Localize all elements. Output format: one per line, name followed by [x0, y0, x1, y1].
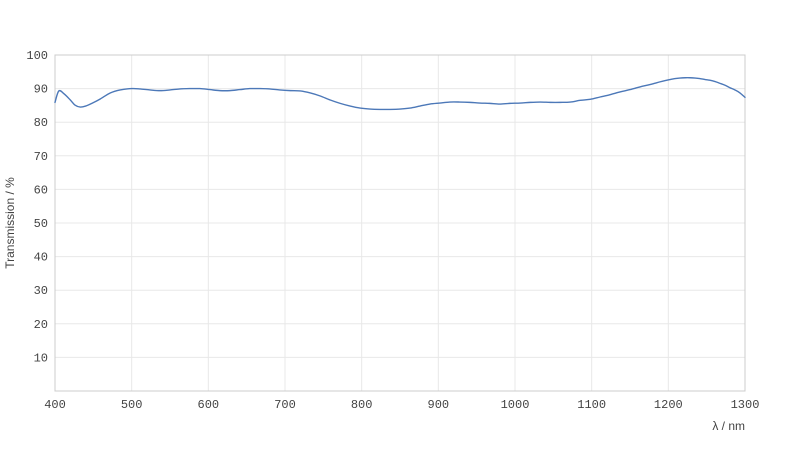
svg-text:10: 10	[34, 351, 48, 365]
svg-text:60: 60	[34, 183, 48, 197]
svg-text:1100: 1100	[577, 398, 606, 412]
svg-text:50: 50	[34, 217, 48, 231]
svg-text:400: 400	[44, 398, 66, 412]
svg-text:700: 700	[274, 398, 296, 412]
svg-text:1000: 1000	[501, 398, 530, 412]
svg-text:500: 500	[121, 398, 143, 412]
svg-text:20: 20	[34, 318, 48, 332]
svg-text:1200: 1200	[654, 398, 683, 412]
svg-text:40: 40	[34, 251, 48, 265]
svg-text:Transmission / %: Transmission / %	[3, 177, 17, 269]
svg-text:100: 100	[26, 49, 48, 63]
svg-text:λ / nm: λ / nm	[712, 419, 745, 433]
svg-text:800: 800	[351, 398, 373, 412]
svg-text:80: 80	[34, 116, 48, 130]
svg-text:30: 30	[34, 284, 48, 298]
svg-text:90: 90	[34, 83, 48, 97]
svg-text:70: 70	[34, 150, 48, 164]
svg-text:1300: 1300	[731, 398, 760, 412]
svg-text:900: 900	[428, 398, 450, 412]
svg-text:600: 600	[198, 398, 220, 412]
